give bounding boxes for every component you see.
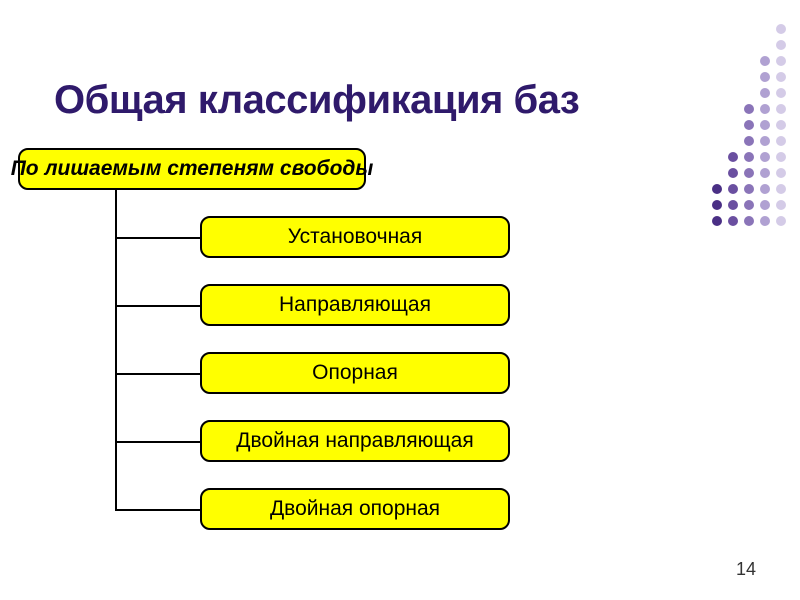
decor-dot [712,184,722,194]
decor-dot [776,120,786,130]
decor-dot [744,136,754,146]
decor-dot [776,200,786,210]
decor-dot [760,136,770,146]
child-category-box: Опорная [200,352,510,394]
decor-dot [712,216,722,226]
decor-dot [776,216,786,226]
child-category-label: Двойная опорная [270,497,440,521]
decor-dot [744,152,754,162]
connector-branch [115,441,200,443]
decor-dot [760,168,770,178]
root-category-label: По лишаемым степеням свободы [11,157,374,181]
decor-dot [776,184,786,194]
child-category-label: Опорная [312,361,398,385]
decor-dot [760,120,770,130]
decor-dot [728,168,738,178]
child-category-box: Двойная направляющая [200,420,510,462]
decor-dot [776,152,786,162]
decor-dot [776,72,786,82]
decor-dot [728,200,738,210]
decor-dot [760,72,770,82]
decor-dot [744,200,754,210]
decor-dot [760,152,770,162]
decor-dot [760,56,770,66]
connector-branch [115,237,200,239]
connector-branch [115,509,200,511]
decor-dot [744,120,754,130]
child-category-box: Установочная [200,216,510,258]
decor-dot [712,200,722,210]
child-category-label: Двойная направляющая [236,429,473,453]
decor-dot [776,168,786,178]
decor-dot [744,168,754,178]
child-category-box: Направляющая [200,284,510,326]
decor-dot [760,200,770,210]
decor-dot [744,104,754,114]
corner-dots [712,8,786,226]
decor-dot [728,152,738,162]
child-category-label: Направляющая [279,293,431,317]
decor-dot [744,184,754,194]
decor-dot [776,88,786,98]
page-number: 14 [736,559,756,580]
decor-dot [760,216,770,226]
child-category-label: Установочная [288,225,423,249]
decor-dot [776,104,786,114]
slide-title: Общая классификация баз [54,78,579,123]
decor-dot [744,216,754,226]
decor-dot [776,136,786,146]
decor-dot [776,56,786,66]
child-category-box: Двойная опорная [200,488,510,530]
decor-dot [728,216,738,226]
root-category-box: По лишаемым степеням свободы [18,148,366,190]
connector-branch [115,305,200,307]
decor-dot [760,104,770,114]
decor-dot [760,184,770,194]
decor-dot [728,184,738,194]
decor-dot [776,24,786,34]
decor-dot [776,40,786,50]
connector-branch [115,373,200,375]
decor-dot [760,88,770,98]
